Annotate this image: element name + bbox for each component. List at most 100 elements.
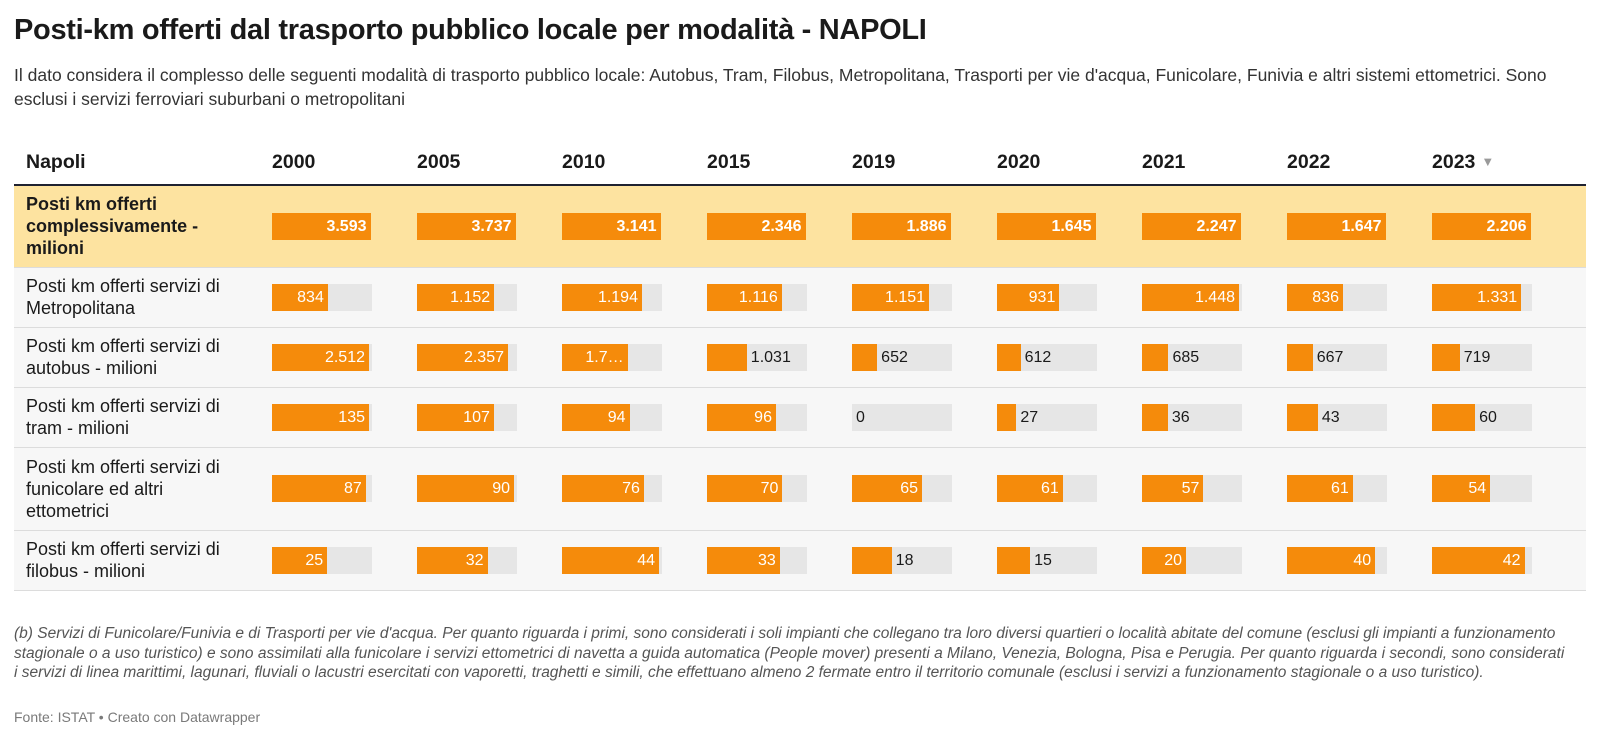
cell-2020: 1.645 (985, 185, 1130, 268)
data-label: 685 (1172, 348, 1200, 366)
data-label: 44 (637, 551, 655, 569)
bar-track: 15 (997, 546, 1097, 574)
bar-track: 1.448 (1142, 283, 1242, 311)
data-label: 70 (760, 480, 779, 497)
bar-track: 667 (1287, 343, 1387, 371)
bar-track: 135 (272, 403, 372, 431)
bar-track: 70 (707, 475, 807, 502)
header-year-2020[interactable]: 2020 (985, 140, 1130, 186)
data-label: 20 (1164, 551, 1183, 569)
data-label: 652 (881, 348, 908, 366)
data-bar (1287, 343, 1313, 371)
data-bar (1287, 283, 1343, 311)
bar-track: 57 (1142, 475, 1242, 502)
data-bar (707, 283, 782, 311)
cell-2005: 2.357 (405, 327, 550, 388)
cell-2023: 42 (1420, 530, 1586, 591)
cell-2015: 70 (695, 447, 840, 531)
data-bar (417, 343, 508, 371)
bar-track: 94 (562, 403, 662, 431)
data-bar (707, 403, 776, 431)
header-year-label: 2010 (562, 150, 606, 173)
cell-2010: 1.7… (550, 327, 695, 388)
data-bar (1142, 343, 1169, 371)
data-label: 834 (297, 288, 324, 306)
table-row: Posti km offerti servizi di tram - milio… (14, 387, 1586, 448)
cell-2019: 1.151 (840, 267, 985, 328)
bar-track: 1.151 (852, 283, 952, 311)
data-label: 719 (1463, 348, 1491, 366)
data-bar (852, 546, 892, 574)
data-bar (707, 546, 780, 574)
bar-track: 1.031 (707, 343, 807, 371)
data-label: 54 (1468, 480, 1487, 497)
header-year-2023[interactable]: 2023 ▼ (1420, 140, 1586, 186)
bar-track: 36 (1142, 403, 1242, 431)
bar-track: 2.247 (1142, 212, 1242, 240)
data-bar (562, 283, 642, 311)
cell-2021: 685 (1130, 327, 1275, 388)
table-row: Posti km offerti servizi di filobus - mi… (14, 530, 1586, 591)
data-label: 1.448 (1194, 288, 1235, 306)
data-bar (272, 475, 366, 502)
bar-track: 2.346 (707, 212, 807, 240)
cell-2021: 2.247 (1130, 185, 1275, 268)
data-bar (272, 403, 369, 431)
data-bar (272, 283, 328, 311)
header-year-2019[interactable]: 2019 (840, 140, 985, 186)
cell-2005: 32 (405, 530, 550, 591)
header-year-2015[interactable]: 2015 (695, 140, 840, 186)
bar-track: 61 (1287, 475, 1387, 502)
bar-track: 32 (417, 546, 517, 574)
data-label: 65 (900, 480, 919, 497)
data-bar (707, 343, 747, 371)
cell-2015: 1.116 (695, 267, 840, 328)
bar-track: 1.7… (562, 343, 662, 371)
data-bar (1432, 546, 1525, 574)
data-label: 43 (1321, 408, 1340, 426)
data-label: 1.645 (1051, 217, 1092, 235)
data-bar (417, 403, 494, 431)
data-label: 61 (1330, 480, 1349, 497)
bar-track: 931 (997, 283, 1097, 311)
cell-2015: 96 (695, 387, 840, 448)
cell-2010: 94 (550, 387, 695, 448)
data-label: 36 (1171, 408, 1190, 426)
data-label: 87 (343, 480, 362, 497)
row-label: Posti km offerti complessivamente - mili… (14, 185, 260, 268)
data-bar (852, 212, 951, 240)
data-bar (997, 343, 1021, 371)
table-row: Posti km offerti servizi di funicolare e… (14, 447, 1586, 531)
header-year-2010[interactable]: 2010 (550, 140, 695, 186)
data-label: 0 (856, 408, 865, 426)
bar-track: 612 (997, 343, 1097, 371)
cell-2005: 107 (405, 387, 550, 448)
cell-2010: 44 (550, 530, 695, 591)
header-year-2021[interactable]: 2021 (1130, 140, 1275, 186)
sort-descending-icon[interactable]: ▼ (1481, 153, 1495, 169)
data-bar (562, 546, 659, 574)
cell-2021: 57 (1130, 447, 1275, 531)
data-label: 836 (1312, 288, 1339, 306)
data-label: 107 (463, 408, 490, 426)
header-year-2005[interactable]: 2005 (405, 140, 550, 186)
cell-2022: 43 (1275, 387, 1420, 448)
data-bar (852, 283, 930, 311)
table-row: Posti km offerti servizi di Metropolitan… (14, 267, 1586, 328)
data-label: 40 (1353, 551, 1372, 569)
data-label: 2.512 (324, 348, 365, 366)
data-bar (707, 475, 783, 502)
cell-2000: 3.593 (260, 185, 405, 268)
cell-2023: 1.331 (1420, 267, 1586, 328)
cell-2021: 36 (1130, 387, 1275, 448)
header-year-2022[interactable]: 2022 (1275, 140, 1420, 186)
header-label[interactable]: Napoli (14, 140, 260, 186)
bar-track: 2.357 (417, 343, 517, 371)
header-year-2000[interactable]: 2000 (260, 140, 405, 186)
data-label: 76 (622, 480, 640, 497)
data-bar (1287, 475, 1353, 502)
header-year-label: 2020 (997, 150, 1041, 173)
data-bar (997, 403, 1017, 431)
cell-2015: 2.346 (695, 185, 840, 268)
bar-track: 685 (1142, 343, 1242, 371)
